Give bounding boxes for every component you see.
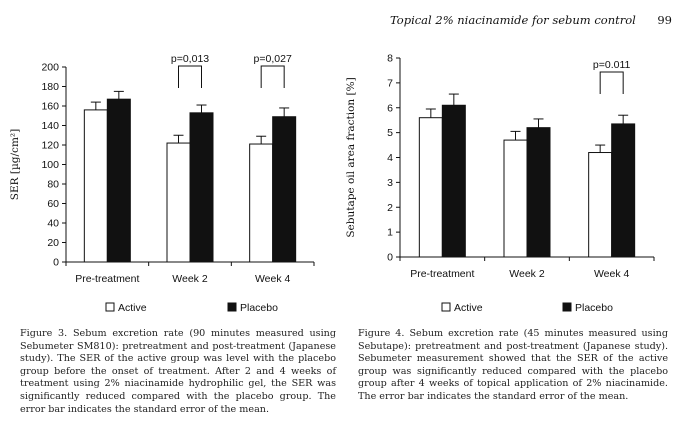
y-tick-label: 2 bbox=[387, 202, 393, 214]
y-tick-label: 0 bbox=[53, 257, 59, 269]
y-tick-label: 40 bbox=[47, 218, 59, 230]
x-tick-label: Pre-treatment bbox=[410, 268, 474, 280]
bar-placebo-2 bbox=[526, 127, 551, 258]
bar-placebo-2 bbox=[189, 112, 214, 263]
y-tick-label: 100 bbox=[41, 159, 59, 171]
p-value-label: p=0.011 bbox=[593, 59, 631, 71]
p-value-label: p=0,027 bbox=[254, 53, 292, 65]
bar-active-1 bbox=[83, 109, 108, 263]
bar-placebo-3 bbox=[272, 116, 297, 263]
y-tick-label: 140 bbox=[41, 120, 59, 132]
bar-placebo-1 bbox=[441, 104, 466, 258]
significance-bracket bbox=[599, 71, 624, 94]
chart-sebumeter: 0 20 40 60 80 100 120 140 160 180 200 Pre-treatment… bbox=[9, 53, 315, 314]
legend-swatch-placebo bbox=[227, 302, 237, 312]
chart-sebutape: 0 1 2 3 4 5 6 7 8 Pre-treatment Week 2 Week 4 Sebuta… bbox=[345, 53, 655, 314]
legend-label-active: Active bbox=[454, 302, 483, 314]
bar-placebo-3 bbox=[611, 123, 636, 258]
x-tick-label: Week 4 bbox=[255, 273, 291, 285]
y-axis-title: SER [µg/cm²] bbox=[9, 129, 21, 200]
y-tick-label: 60 bbox=[47, 198, 59, 210]
page-number: 99 bbox=[657, 13, 672, 27]
y-tick-label: 80 bbox=[47, 179, 59, 191]
bar-active-2 bbox=[503, 139, 528, 258]
y-tick-label: 120 bbox=[41, 140, 59, 152]
figure-4-caption: Figure 4. Sebum excretion rate (45 minut… bbox=[358, 328, 668, 402]
y-tick-label: 5 bbox=[387, 127, 393, 139]
legend-label-placebo: Placebo bbox=[575, 302, 613, 314]
figure-3-caption: Figure 3. Sebum excretion rate (90 minut… bbox=[20, 328, 336, 415]
legend-swatch-placebo bbox=[562, 302, 572, 312]
significance-bracket bbox=[260, 65, 285, 88]
bar-active-3 bbox=[588, 152, 613, 258]
y-tick-label: 160 bbox=[41, 101, 59, 113]
x-tick-label: Week 4 bbox=[594, 268, 630, 280]
bar-active-1 bbox=[418, 117, 443, 258]
running-title: Topical 2% niacinamide for sebum control bbox=[390, 13, 636, 27]
y-tick-label: 3 bbox=[387, 177, 393, 189]
x-tick-label: Pre-treatment bbox=[75, 273, 139, 285]
y-tick-label: 8 bbox=[387, 53, 393, 65]
y-tick-label: 180 bbox=[41, 81, 59, 93]
running-header: Topical 2% niacinamide for sebum control… bbox=[390, 13, 672, 27]
p-value-label: p=0,013 bbox=[171, 53, 209, 65]
bar-active-2 bbox=[166, 142, 191, 263]
legend-label-placebo: Placebo bbox=[240, 302, 278, 314]
y-tick-label: 7 bbox=[387, 77, 393, 89]
y-tick-label: 6 bbox=[387, 102, 393, 114]
y-tick-label: 20 bbox=[47, 237, 59, 249]
bar-placebo-1 bbox=[106, 98, 131, 263]
x-tick-label: Week 2 bbox=[172, 273, 208, 285]
y-tick-label: 1 bbox=[387, 227, 393, 239]
x-tick-label: Week 2 bbox=[509, 268, 545, 280]
legend-label-active: Active bbox=[118, 302, 147, 314]
y-tick-label: 200 bbox=[41, 62, 59, 74]
y-axis-title: Sebutape oil area fraction [%] bbox=[345, 77, 357, 237]
y-tick-label: 0 bbox=[387, 252, 393, 264]
significance-bracket bbox=[178, 65, 202, 88]
legend-swatch-active bbox=[441, 302, 451, 312]
legend-swatch-active bbox=[105, 302, 115, 312]
bar-active-3 bbox=[249, 143, 274, 263]
y-tick-label: 4 bbox=[387, 152, 393, 164]
